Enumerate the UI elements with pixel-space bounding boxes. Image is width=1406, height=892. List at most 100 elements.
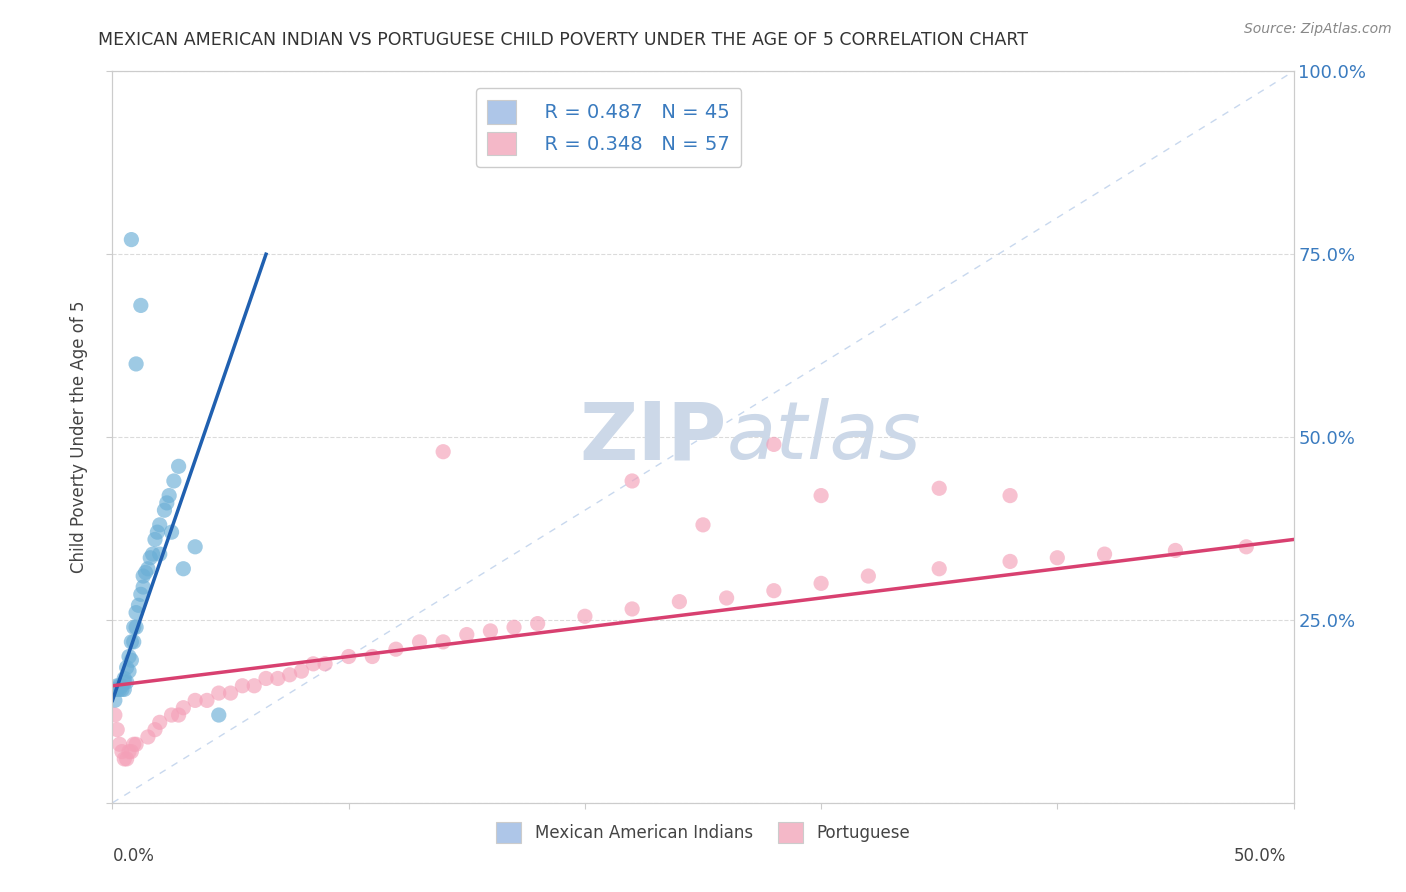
Point — [104, 682, 127, 697]
Point — [157, 489, 180, 503]
Point — [408, 635, 430, 649]
Point — [1046, 550, 1069, 565]
Point — [132, 580, 155, 594]
Point — [108, 737, 131, 751]
Point — [112, 752, 135, 766]
Point — [105, 679, 128, 693]
Point — [172, 700, 194, 714]
Text: 50.0%: 50.0% — [1234, 847, 1286, 865]
Point — [118, 649, 141, 664]
Point — [142, 547, 165, 561]
Text: MEXICAN AMERICAN INDIAN VS PORTUGUESE CHILD POVERTY UNDER THE AGE OF 5 CORRELATI: MEXICAN AMERICAN INDIAN VS PORTUGUESE CH… — [98, 31, 1028, 49]
Point — [112, 682, 135, 697]
Text: Source: ZipAtlas.com: Source: ZipAtlas.com — [1244, 22, 1392, 37]
Point — [574, 609, 596, 624]
Point — [195, 693, 218, 707]
Point — [167, 459, 190, 474]
Point — [479, 624, 502, 638]
Point — [337, 649, 360, 664]
Point — [143, 533, 166, 547]
Point — [290, 664, 312, 678]
Point — [149, 517, 172, 532]
Point — [762, 437, 785, 451]
Legend: Mexican American Indians, Portuguese: Mexican American Indians, Portuguese — [489, 815, 917, 849]
Point — [135, 566, 157, 580]
Point — [208, 708, 231, 723]
Point — [167, 708, 190, 723]
Point — [120, 745, 142, 759]
Point — [526, 616, 548, 631]
Point — [810, 576, 832, 591]
Point — [184, 693, 207, 707]
Point — [111, 745, 134, 759]
Point — [668, 594, 690, 608]
Point — [108, 682, 131, 697]
Point — [115, 660, 138, 674]
Point — [184, 540, 207, 554]
Text: 0.0%: 0.0% — [112, 847, 155, 865]
Point — [432, 444, 454, 458]
Point — [231, 679, 253, 693]
Point — [621, 602, 644, 616]
Point — [243, 679, 266, 693]
Point — [125, 606, 148, 620]
Point — [112, 672, 135, 686]
Point — [692, 517, 714, 532]
Point — [998, 554, 1021, 568]
Point — [156, 496, 179, 510]
Point — [146, 525, 169, 540]
Point — [621, 474, 644, 488]
Point — [858, 569, 880, 583]
Point — [104, 708, 127, 723]
Point — [456, 627, 478, 641]
Point — [118, 745, 141, 759]
Point — [762, 583, 785, 598]
Point — [112, 675, 135, 690]
Point — [302, 657, 325, 671]
Point — [503, 620, 526, 634]
Point — [432, 635, 454, 649]
Point — [105, 723, 128, 737]
Point — [122, 737, 145, 751]
Point — [125, 620, 148, 634]
Point — [314, 657, 336, 671]
Point — [115, 752, 138, 766]
Text: ZIP: ZIP — [579, 398, 727, 476]
Point — [136, 562, 159, 576]
Point — [105, 682, 128, 697]
Point — [219, 686, 242, 700]
Point — [163, 474, 186, 488]
Point — [1234, 540, 1257, 554]
Point — [254, 672, 277, 686]
Point — [1094, 547, 1116, 561]
Point — [172, 562, 194, 576]
Point — [716, 591, 738, 605]
Point — [129, 298, 152, 312]
Point — [127, 599, 149, 613]
Y-axis label: Child Poverty Under the Age of 5: Child Poverty Under the Age of 5 — [70, 301, 89, 574]
Point — [149, 547, 172, 561]
Point — [153, 503, 176, 517]
Point — [1164, 543, 1187, 558]
Point — [129, 587, 152, 601]
Point — [208, 686, 231, 700]
Point — [118, 664, 141, 678]
Point — [149, 715, 172, 730]
Text: atlas: atlas — [727, 398, 921, 476]
Point — [115, 675, 138, 690]
Point — [136, 730, 159, 744]
Point — [143, 723, 166, 737]
Point — [104, 693, 127, 707]
Point — [120, 635, 142, 649]
Point — [267, 672, 290, 686]
Point — [160, 708, 183, 723]
Point — [111, 682, 134, 697]
Point — [278, 667, 301, 681]
Point — [928, 562, 950, 576]
Point — [928, 481, 950, 495]
Point — [120, 233, 142, 247]
Point — [810, 489, 832, 503]
Point — [108, 679, 131, 693]
Point — [361, 649, 384, 664]
Point — [132, 569, 155, 583]
